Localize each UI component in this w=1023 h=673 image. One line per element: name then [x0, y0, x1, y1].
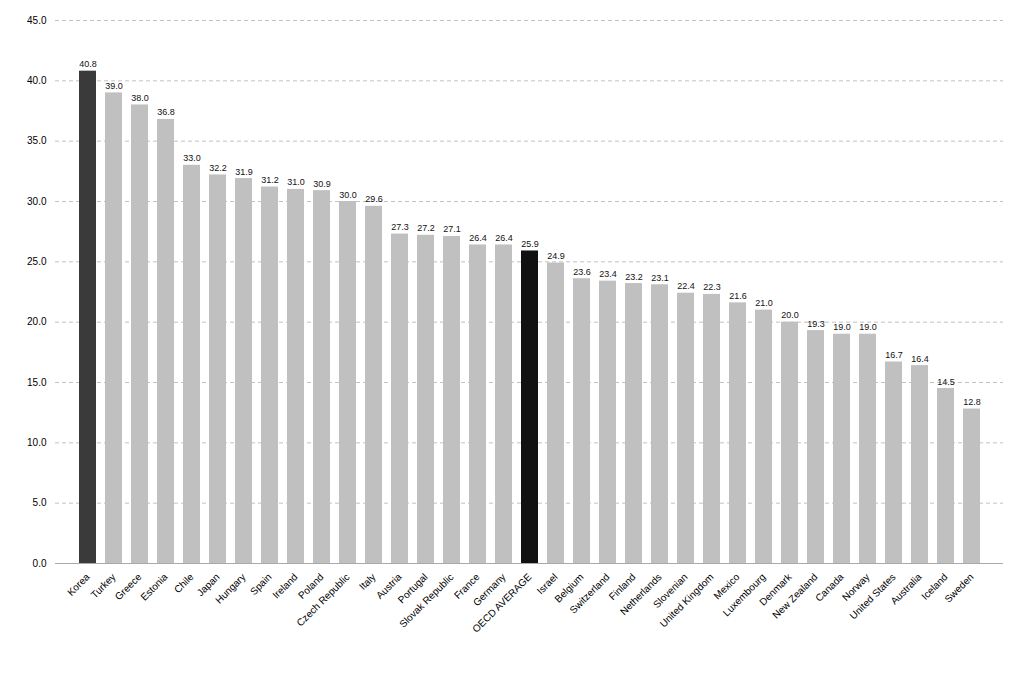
svg-text:United States: United States — [847, 571, 898, 622]
svg-text:40.0: 40.0 — [27, 75, 47, 86]
svg-text:25.9: 25.9 — [521, 239, 539, 249]
svg-text:27.2: 27.2 — [417, 223, 435, 233]
svg-text:22.3: 22.3 — [703, 282, 721, 292]
svg-text:40.8: 40.8 — [79, 59, 97, 69]
svg-text:Poland: Poland — [295, 571, 326, 601]
svg-text:16.7: 16.7 — [885, 350, 903, 360]
svg-text:45.0: 45.0 — [27, 15, 47, 26]
svg-text:32.2: 32.2 — [209, 163, 227, 173]
svg-text:21.0: 21.0 — [755, 298, 773, 308]
svg-text:Ireland: Ireland — [270, 571, 299, 600]
svg-text:19.0: 19.0 — [859, 322, 877, 332]
svg-text:19.3: 19.3 — [807, 319, 825, 329]
svg-text:35.0: 35.0 — [27, 135, 47, 146]
svg-text:Turkey: Turkey — [88, 571, 118, 601]
svg-text:36.8: 36.8 — [157, 107, 175, 117]
svg-text:Mexico: Mexico — [711, 571, 742, 602]
svg-text:Iceland: Iceland — [919, 571, 950, 602]
svg-text:Sweden: Sweden — [942, 571, 975, 604]
svg-text:33.0: 33.0 — [183, 153, 201, 163]
svg-text:New Zealand: New Zealand — [770, 571, 820, 621]
svg-text:23.2: 23.2 — [625, 272, 643, 282]
svg-text:Japan: Japan — [194, 571, 222, 599]
svg-text:26.4: 26.4 — [495, 233, 513, 243]
svg-text:12.8: 12.8 — [963, 397, 981, 407]
svg-text:0.0: 0.0 — [33, 558, 47, 569]
svg-text:Australia: Australia — [888, 571, 924, 607]
svg-text:38.0: 38.0 — [131, 93, 149, 103]
svg-text:Netherlands: Netherlands — [618, 571, 664, 617]
svg-text:Portugal: Portugal — [395, 571, 430, 606]
svg-text:22.4: 22.4 — [677, 281, 695, 291]
svg-text:Korea: Korea — [65, 571, 92, 598]
svg-text:Belgium: Belgium — [552, 571, 586, 605]
svg-text:United Kingdom: United Kingdom — [658, 571, 716, 629]
svg-text:5.0: 5.0 — [33, 497, 47, 508]
svg-text:Norway: Norway — [839, 571, 872, 603]
svg-text:France: France — [451, 571, 482, 601]
svg-text:20.0: 20.0 — [781, 310, 799, 320]
svg-text:25.0: 25.0 — [27, 256, 47, 267]
svg-text:14.5: 14.5 — [937, 377, 955, 387]
svg-text:23.1: 23.1 — [651, 273, 669, 283]
svg-text:Hungary: Hungary — [213, 571, 248, 606]
svg-text:Finland: Finland — [606, 571, 638, 603]
svg-text:Greece: Greece — [113, 571, 144, 602]
svg-text:Estonia: Estonia — [138, 571, 170, 603]
svg-text:27.1: 27.1 — [443, 224, 461, 234]
svg-text:Spain: Spain — [247, 571, 274, 598]
svg-text:10.0: 10.0 — [27, 437, 47, 448]
svg-text:Luxembourg: Luxembourg — [721, 571, 768, 618]
svg-text:23.4: 23.4 — [599, 269, 617, 279]
svg-text:30.0: 30.0 — [339, 190, 357, 200]
svg-text:39.0: 39.0 — [105, 81, 123, 91]
svg-text:15.0: 15.0 — [27, 377, 47, 388]
svg-text:Switzerland: Switzerland — [567, 571, 611, 615]
svg-text:19.0: 19.0 — [833, 322, 851, 332]
svg-text:Slovak Republic: Slovak Republic — [397, 571, 455, 629]
svg-text:Czech Republic: Czech Republic — [294, 571, 351, 628]
svg-text:21.6: 21.6 — [729, 291, 747, 301]
svg-text:20.0: 20.0 — [27, 316, 47, 327]
svg-text:OECD AVERAGE: OECD AVERAGE — [470, 571, 534, 635]
svg-text:Germany: Germany — [470, 571, 508, 609]
svg-text:Slovenian: Slovenian — [650, 571, 690, 611]
svg-text:30.0: 30.0 — [27, 196, 47, 207]
svg-text:26.4: 26.4 — [469, 233, 487, 243]
svg-text:Israel: Israel — [534, 571, 560, 597]
svg-text:31.9: 31.9 — [235, 167, 253, 177]
svg-text:30.9: 30.9 — [313, 179, 331, 189]
svg-text:16.4: 16.4 — [911, 354, 929, 364]
svg-text:24.9: 24.9 — [547, 251, 565, 261]
svg-text:29.6: 29.6 — [365, 194, 383, 204]
svg-text:31.0: 31.0 — [287, 177, 305, 187]
svg-text:Austria: Austria — [373, 571, 404, 601]
svg-text:Italy: Italy — [357, 571, 378, 592]
svg-text:Denmark: Denmark — [757, 571, 794, 608]
svg-text:23.6: 23.6 — [573, 267, 591, 277]
svg-text:27.3: 27.3 — [391, 222, 409, 232]
svg-text:Chile: Chile — [172, 571, 196, 595]
svg-text:31.2: 31.2 — [261, 175, 279, 185]
svg-text:Canada: Canada — [813, 571, 846, 604]
